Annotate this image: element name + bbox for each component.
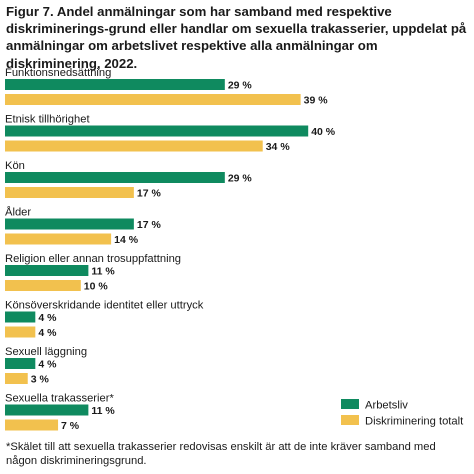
data-label: 39 % [304,95,329,107]
bar-arbetsliv [5,265,89,276]
chart-title: Figur 7. Andel anmälningar som har samba… [6,3,468,72]
bar-diskriminering-totalt [5,419,59,431]
legend: Arbetsliv Diskriminering totalt [341,399,464,428]
data-label: 40 % [311,126,336,138]
data-label: 14 % [114,234,139,246]
category-label: Sexuella trakasserier* [5,393,114,405]
bar-diskriminering-totalt [5,233,112,245]
bar-diskriminering-totalt [5,94,301,105]
bar-diskriminering-totalt [5,326,36,338]
category-label: Etnisk tillhörighet [5,114,90,126]
bar-arbetsliv [5,311,36,323]
bars-layer: Funktionsnedsättning 29 % 39 % Etnisk tillh… [5,67,336,432]
bar-diskriminering-totalt [5,187,134,198]
bar-diskriminering-totalt [5,140,263,152]
category-label: Sexuell läggning [5,346,87,358]
bar-arbetsliv [5,218,134,230]
category-label: Könsöverskridande identitet eller uttryc… [5,300,204,312]
footnote: *Skälet till att sexuella trakasserier r… [6,441,436,467]
figure-label: Figur 7. [6,4,54,19]
data-label: 4 % [38,359,57,371]
category-label: Religion eller annan trosuppfattning [5,253,181,265]
category-label: Kön [5,160,25,172]
category-label: Ålder [5,206,31,219]
data-label: 7 % [61,420,80,432]
bar-arbetsliv [5,79,225,90]
data-label: 29 % [228,80,253,92]
data-label: 17 % [137,219,162,231]
bar-diskriminering-totalt [5,280,81,291]
legend-swatch-diskriminering-totalt [341,415,359,425]
data-label: 11 % [91,405,115,417]
title-text: Andel anmälningar som har samband med re… [6,4,467,71]
data-label: 4 % [38,312,57,324]
data-label: 10 % [84,281,109,293]
legend-swatch-arbetsliv [341,399,359,409]
data-label: 29 % [228,173,253,185]
category-label: Funktionsnedsättning [5,67,111,79]
legend-label: Diskriminering totalt [365,416,464,428]
bar-arbetsliv [5,358,36,369]
data-label: 34 % [266,141,291,153]
data-label: 3 % [31,374,50,386]
data-label: 17 % [137,188,162,200]
bar-arbetsliv [5,404,89,416]
data-label: 4 % [38,327,57,339]
legend-label: Arbetsliv [365,400,408,412]
bar-diskriminering-totalt [5,373,28,384]
bar-arbetsliv [5,172,225,183]
bar-arbetsliv [5,125,309,137]
data-label: 11 % [91,266,115,278]
